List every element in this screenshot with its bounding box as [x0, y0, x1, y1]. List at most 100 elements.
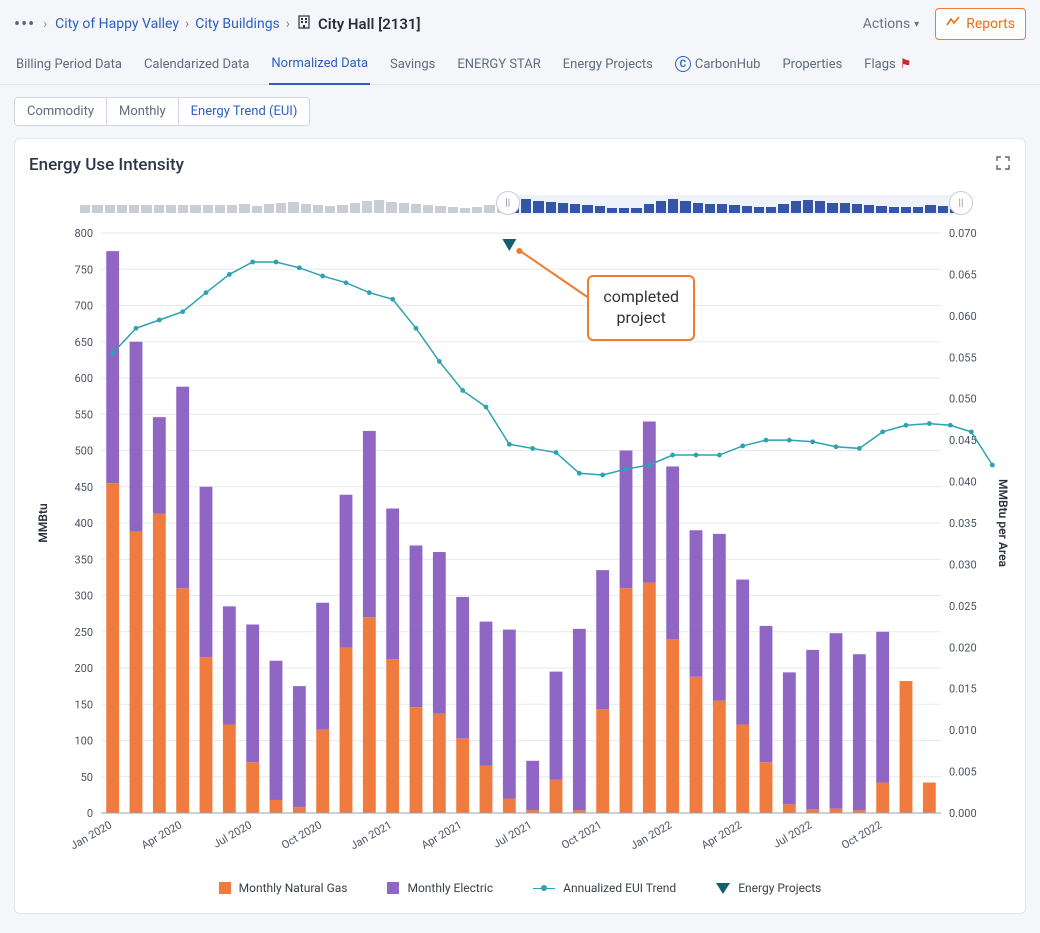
- actions-dropdown[interactable]: Actions ▾: [855, 10, 927, 38]
- navigator-bar: [791, 201, 801, 213]
- tab-label: Billing Period Data: [16, 57, 122, 72]
- svg-text:100: 100: [74, 735, 93, 748]
- navigator-bar: [938, 206, 948, 213]
- svg-text:50: 50: [81, 771, 93, 784]
- navigator-bar: [239, 204, 249, 213]
- navigator-bar: [141, 205, 151, 213]
- svg-text:Jan 2022: Jan 2022: [628, 818, 674, 852]
- svg-text:Jul 2020: Jul 2020: [211, 818, 254, 850]
- navigator-bar: [484, 205, 494, 213]
- navigator-bar: [864, 205, 874, 213]
- more-icon[interactable]: •••: [14, 14, 35, 35]
- tab-label: Energy Projects: [563, 57, 653, 72]
- tab-label: Normalized Data: [271, 56, 368, 71]
- navigator-bar: [852, 204, 862, 213]
- svg-text:Apr 2021: Apr 2021: [419, 818, 464, 852]
- navigator-bar: [827, 203, 837, 213]
- svg-text:600: 600: [74, 372, 93, 385]
- svg-text:Jul 2022: Jul 2022: [771, 818, 814, 850]
- svg-text:Oct 2021: Oct 2021: [559, 818, 604, 851]
- legend-swatch-trend: [533, 888, 555, 889]
- tab-savings[interactable]: Savings: [388, 47, 437, 84]
- subtab-commodity[interactable]: Commodity: [15, 98, 107, 125]
- subtab-monthly[interactable]: Monthly: [107, 98, 179, 125]
- navigator-bar: [178, 205, 188, 213]
- navigator-bar: [472, 207, 482, 213]
- navigator-bar: [166, 205, 176, 213]
- svg-text:0.070: 0.070: [949, 227, 977, 240]
- navigator-bar: [190, 205, 200, 213]
- actions-label: Actions: [863, 16, 910, 32]
- svg-text:0.030: 0.030: [949, 558, 977, 571]
- legend-item-trend[interactable]: Annualized EUI Trend: [533, 881, 676, 895]
- navigator-handle-left[interactable]: ||: [496, 191, 520, 215]
- subtab-energy-trend-eui-[interactable]: Energy Trend (EUI): [179, 98, 310, 125]
- tab-label: Savings: [390, 57, 435, 72]
- breadcrumb-link-1[interactable]: City Buildings: [195, 16, 280, 32]
- svg-text:0.020: 0.020: [949, 641, 977, 654]
- tab-label: Calendarized Data: [144, 57, 249, 72]
- navigator-bar: [276, 203, 286, 213]
- chart-legend: Monthly Natural Gas Monthly Electric Ann…: [29, 881, 1011, 895]
- navigator-bar: [693, 203, 703, 213]
- navigator-bar: [288, 202, 298, 213]
- svg-text:800: 800: [74, 227, 93, 240]
- svg-text:0.005: 0.005: [949, 766, 977, 779]
- svg-text:Oct 2022: Oct 2022: [839, 818, 884, 851]
- svg-text:650: 650: [74, 336, 93, 349]
- navigator-bar: [705, 204, 715, 213]
- tab-calendarized-data[interactable]: Calendarized Data: [142, 47, 251, 84]
- navigator-bar: [680, 201, 690, 213]
- legend-item-projects[interactable]: Energy Projects: [716, 881, 821, 895]
- caret-down-icon: ▾: [914, 19, 919, 30]
- legend-item-gas[interactable]: Monthly Natural Gas: [219, 881, 348, 895]
- navigator-bar: [656, 201, 666, 213]
- reports-button[interactable]: Reports: [935, 8, 1026, 40]
- svg-text:MMBtu per Area: MMBtu per Area: [996, 479, 1010, 567]
- svg-text:700: 700: [74, 300, 93, 313]
- tab-energy-star[interactable]: ENERGY STAR: [455, 47, 542, 84]
- navigator-bar: [435, 206, 445, 213]
- legend-label-trend: Annualized EUI Trend: [563, 881, 676, 895]
- legend-swatch-electric: [387, 882, 399, 894]
- legend-label-projects: Energy Projects: [738, 881, 821, 895]
- navigator-bar: [840, 203, 850, 213]
- tab-normalized-data[interactable]: Normalized Data: [269, 46, 370, 85]
- navigator-bar: [374, 200, 384, 213]
- svg-text:0.060: 0.060: [949, 310, 977, 323]
- svg-text:0.065: 0.065: [949, 268, 977, 281]
- tab-flags[interactable]: Flags ⚑: [862, 47, 913, 84]
- svg-text:Oct 2020: Oct 2020: [279, 818, 324, 851]
- navigator-bar: [399, 203, 409, 213]
- tab-label: CarbonHub: [695, 57, 761, 72]
- legend-item-electric[interactable]: Monthly Electric: [387, 881, 493, 895]
- navigator-handle-right[interactable]: ||: [949, 191, 973, 215]
- tab-label: Properties: [782, 57, 842, 72]
- tab-label: Flags: [864, 57, 895, 72]
- navigator-bar: [803, 200, 813, 213]
- svg-text:Apr 2022: Apr 2022: [699, 818, 744, 852]
- navigator-bar: [264, 204, 274, 213]
- expand-icon[interactable]: [995, 155, 1011, 175]
- navigator-bar: [889, 207, 899, 213]
- navigator-bar: [203, 205, 213, 213]
- tab-billing-period-data[interactable]: Billing Period Data: [14, 47, 124, 84]
- navigator-bar: [92, 205, 102, 213]
- navigator-bar: [350, 203, 360, 213]
- breadcrumb-current: City Hall [2131]: [296, 14, 421, 34]
- navigator-bar: [901, 207, 911, 213]
- tab-carbonhub[interactable]: CCarbonHub: [673, 46, 763, 84]
- breadcrumb-sep: ›: [185, 16, 189, 32]
- breadcrumb-link-0[interactable]: City of Happy Valley: [55, 16, 179, 32]
- tab-properties[interactable]: Properties: [780, 47, 844, 84]
- navigator-bar: [778, 204, 788, 213]
- chart-navigator[interactable]: ||||: [79, 195, 961, 215]
- navigator-bar: [460, 208, 470, 213]
- navigator-bar: [546, 202, 556, 213]
- navigator-bar: [325, 206, 335, 213]
- flag-icon: ⚑: [900, 57, 912, 72]
- navigator-bar: [362, 201, 372, 213]
- breadcrumb-sep: ›: [43, 17, 47, 32]
- svg-text:Jan 2020: Jan 2020: [68, 818, 114, 852]
- tab-energy-projects[interactable]: Energy Projects: [561, 47, 655, 84]
